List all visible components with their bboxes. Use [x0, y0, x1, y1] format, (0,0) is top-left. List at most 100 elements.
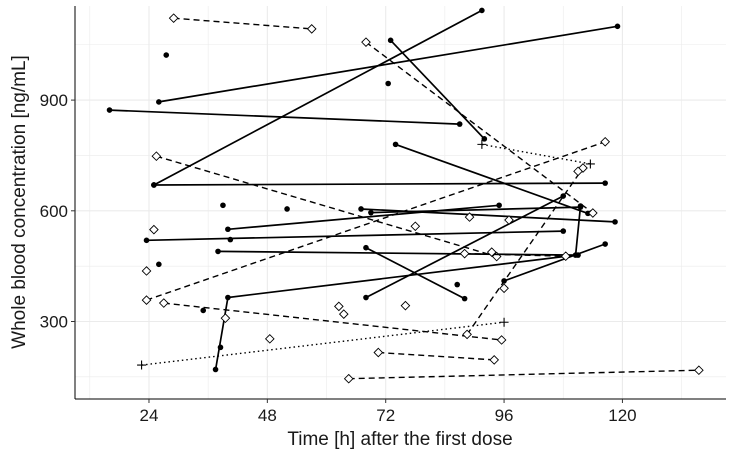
series-line	[481, 143, 591, 165]
data-point	[489, 355, 500, 365]
y-tick-label: 600	[40, 202, 68, 221]
series-diamond-dashed	[373, 347, 500, 365]
data-point	[464, 212, 475, 222]
data-point	[151, 182, 157, 188]
data-point	[479, 7, 485, 14]
x-axis-title: Time [h] after the first dose	[287, 429, 512, 450]
data-point	[363, 244, 369, 251]
series-dot-solid	[106, 107, 463, 127]
data-point	[499, 317, 509, 327]
data-point	[363, 294, 369, 301]
data-point	[560, 228, 567, 234]
y-tick-label: 900	[40, 91, 68, 110]
data-point	[343, 373, 354, 384]
x-tick-label: 24	[140, 406, 159, 425]
data-point	[459, 248, 470, 259]
data-point	[486, 247, 497, 257]
series-diamond-dashed	[158, 298, 507, 345]
data-point	[385, 80, 391, 87]
data-point	[217, 344, 224, 351]
data-point	[573, 166, 583, 177]
series-line	[503, 243, 606, 282]
series-line	[466, 167, 584, 335]
data-point	[387, 37, 394, 44]
data-point	[168, 13, 179, 24]
series-line	[389, 39, 485, 140]
data-point	[588, 208, 598, 218]
data-point	[477, 139, 487, 149]
series-line	[395, 143, 589, 215]
series-dot-solid	[151, 7, 485, 188]
data-point	[602, 180, 608, 186]
series-plus-dotted	[477, 139, 595, 169]
data-point	[284, 206, 290, 212]
series-line	[370, 206, 581, 214]
series-line	[109, 109, 460, 125]
ticks: 24 48 72 96 120 300 600 900	[40, 91, 637, 425]
series-line	[214, 205, 582, 370]
series-line	[163, 302, 502, 341]
data-point	[694, 365, 704, 376]
data-point	[504, 215, 514, 225]
data-point	[212, 366, 219, 373]
series-line	[348, 369, 699, 380]
series-dot-solid	[387, 37, 488, 142]
data-series	[106, 7, 704, 384]
data-point	[264, 334, 275, 344]
data-point	[461, 295, 468, 302]
data-point	[368, 209, 374, 216]
data-point	[306, 24, 317, 34]
data-point	[334, 301, 344, 312]
data-point	[560, 251, 571, 262]
data-point	[220, 202, 226, 209]
series-line	[173, 17, 312, 30]
series-plus-dotted	[137, 317, 509, 370]
data-point	[496, 202, 502, 209]
y-tick-label: 300	[40, 313, 68, 332]
series-line	[365, 246, 465, 300]
series-dot-none	[156, 52, 461, 351]
data-point	[456, 121, 463, 127]
data-point	[499, 283, 509, 294]
data-point	[585, 159, 595, 169]
data-point	[141, 295, 152, 305]
data-point	[151, 151, 162, 162]
series-diamond-dashed	[141, 136, 611, 305]
data-point	[602, 241, 608, 247]
series-line	[146, 141, 606, 301]
data-point	[200, 307, 207, 314]
x-tick-label: 72	[376, 406, 395, 425]
series-diamond-dashed	[151, 151, 502, 262]
series-line	[153, 182, 606, 186]
data-point	[600, 136, 611, 147]
data-point	[373, 347, 384, 358]
data-point	[215, 248, 221, 255]
series-diamond-dashed	[361, 37, 598, 218]
series-line	[158, 25, 618, 103]
series-dot-solid	[363, 244, 468, 302]
series-line	[156, 155, 497, 258]
data-point	[614, 23, 621, 30]
x-tick-label: 96	[495, 406, 514, 425]
data-point	[227, 236, 234, 243]
data-point	[137, 360, 147, 370]
series-line	[464, 252, 566, 257]
data-point	[225, 226, 231, 233]
data-point	[361, 37, 371, 47]
axes	[74, 6, 726, 400]
x-tick-label: 120	[608, 406, 636, 425]
data-point	[220, 313, 231, 324]
plot-panel	[75, 6, 726, 399]
data-point	[410, 221, 421, 232]
series-diamond-none	[141, 166, 583, 344]
data-point	[338, 309, 349, 319]
data-point	[462, 329, 472, 340]
x-tick-label: 48	[258, 406, 277, 425]
data-point	[496, 335, 507, 345]
data-point	[577, 204, 584, 210]
data-point	[225, 294, 231, 301]
data-point	[578, 163, 588, 173]
y-axis-title: Whole blood concentration [ng/mL]	[9, 55, 30, 349]
